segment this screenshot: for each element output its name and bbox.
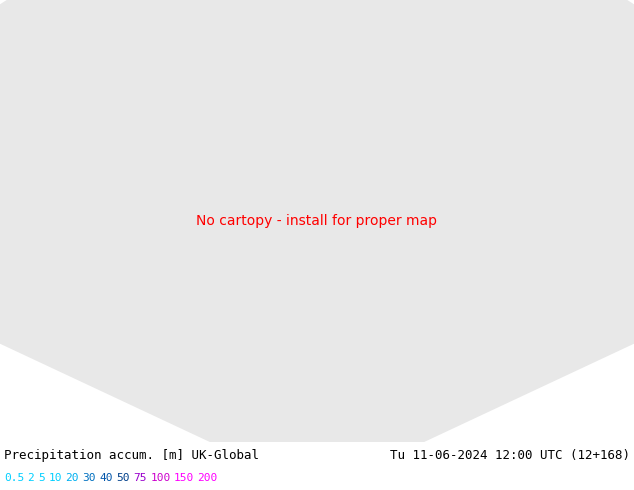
Text: 10: 10 xyxy=(48,472,62,483)
Text: 50: 50 xyxy=(117,472,130,483)
Text: Precipitation accum. [m] UK-Global: Precipitation accum. [m] UK-Global xyxy=(4,449,259,462)
Text: 75: 75 xyxy=(134,472,147,483)
Text: 20: 20 xyxy=(65,472,79,483)
Text: No cartopy - install for proper map: No cartopy - install for proper map xyxy=(197,214,437,228)
Text: 100: 100 xyxy=(150,472,171,483)
Text: 200: 200 xyxy=(198,472,217,483)
Text: Tu 11-06-2024 12:00 UTC (12+168): Tu 11-06-2024 12:00 UTC (12+168) xyxy=(390,449,630,462)
Text: 5: 5 xyxy=(38,472,45,483)
Text: 150: 150 xyxy=(174,472,194,483)
Text: 0.5: 0.5 xyxy=(4,472,24,483)
Text: 2: 2 xyxy=(27,472,34,483)
Text: 30: 30 xyxy=(82,472,96,483)
Text: 40: 40 xyxy=(100,472,113,483)
